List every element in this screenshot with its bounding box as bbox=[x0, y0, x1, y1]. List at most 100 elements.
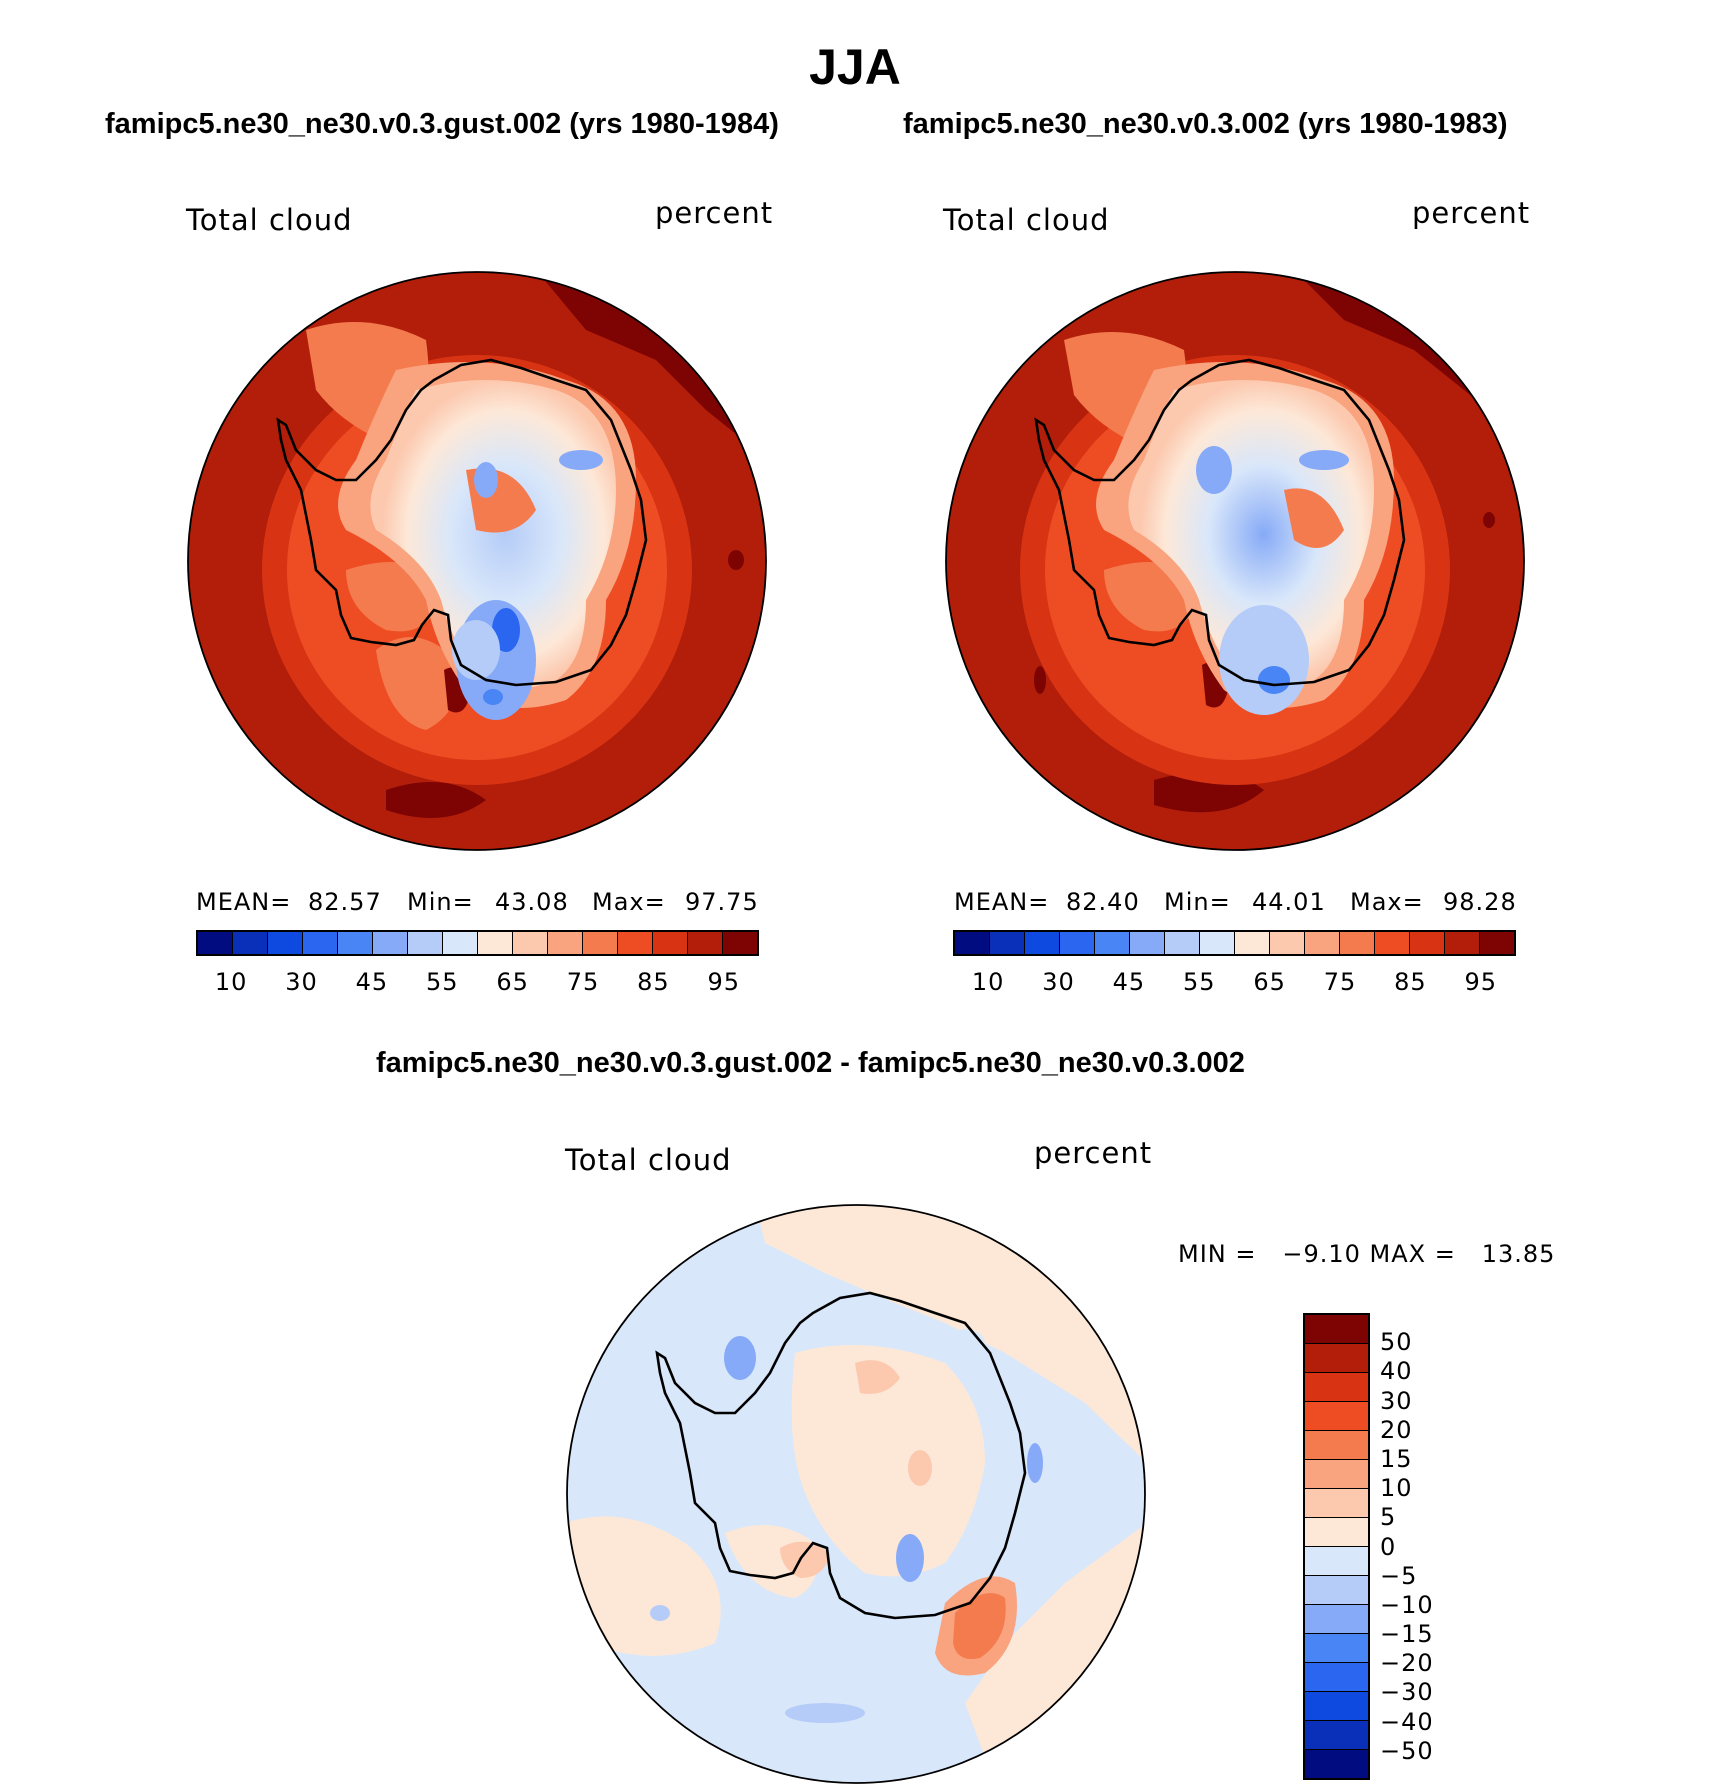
left-colorbar-swatch bbox=[233, 932, 268, 954]
left-colorbar-swatch bbox=[198, 932, 233, 954]
page-title: JJA bbox=[809, 39, 901, 95]
right-colorbar-tick-label: 55 bbox=[1183, 968, 1216, 996]
left-colorbar-swatch bbox=[268, 932, 303, 954]
diff-colorbar-swatch bbox=[1305, 1373, 1368, 1402]
diff-colorbar-swatch bbox=[1305, 1460, 1368, 1489]
diff-colorbar-swatch bbox=[1305, 1547, 1368, 1576]
diff-colorbar-swatch bbox=[1305, 1721, 1368, 1750]
right-colorbar-swatch bbox=[1270, 932, 1305, 954]
left-colorbar-swatch bbox=[443, 932, 478, 954]
diff-colorbar-tick-label: −10 bbox=[1380, 1590, 1434, 1619]
left-colorbar-tick-label: 30 bbox=[285, 968, 318, 996]
right-max-value: 98.28 bbox=[1443, 888, 1517, 916]
right-colorbar-swatch bbox=[1235, 932, 1270, 954]
left-colorbar-swatch bbox=[408, 932, 443, 954]
right-colorbar-tick-label: 75 bbox=[1323, 968, 1357, 996]
diff-colorbar bbox=[1303, 1313, 1370, 1780]
diff-colorbar-swatch bbox=[1305, 1402, 1368, 1431]
diff-colorbar-tick-label: 50 bbox=[1380, 1328, 1413, 1357]
right-colorbar-swatch bbox=[990, 932, 1025, 954]
left-colorbar-swatch bbox=[548, 932, 583, 954]
diff-colorbar-swatch bbox=[1305, 1431, 1368, 1460]
diff-colorbar-tick-label: 0 bbox=[1380, 1532, 1397, 1561]
diff-colorbar-tick-label: −15 bbox=[1380, 1620, 1434, 1649]
diff-colorbar-tick-label: −40 bbox=[1380, 1707, 1434, 1736]
right-colorbar-swatch bbox=[1060, 932, 1095, 954]
left-mean-value: 82.57 bbox=[308, 888, 382, 916]
diff-polar-map bbox=[566, 1204, 1146, 1784]
right-colorbar-swatch bbox=[1200, 932, 1235, 954]
right-colorbar-swatch bbox=[1095, 932, 1130, 954]
diff-colorbar-tick-label: 5 bbox=[1380, 1503, 1397, 1532]
diff-colorbar-swatch bbox=[1305, 1692, 1368, 1721]
left-colorbar-tick-label: 55 bbox=[426, 968, 459, 996]
diff-colorbar-swatch bbox=[1305, 1518, 1368, 1547]
right-variable-label: Total cloud bbox=[943, 203, 1110, 237]
right-colorbar-swatch bbox=[1410, 932, 1445, 954]
left-colorbar-swatch bbox=[688, 932, 723, 954]
left-max-value: 97.75 bbox=[685, 888, 759, 916]
left-mean-label: MEAN= bbox=[196, 888, 292, 916]
left-case-title: famipc5.ne30_ne30.v0.3.gust.002 (yrs 198… bbox=[105, 108, 779, 140]
right-colorbar-tick-label: 95 bbox=[1464, 968, 1498, 996]
left-units-label: percent bbox=[655, 196, 774, 230]
right-colorbar-swatch bbox=[1130, 932, 1165, 954]
diff-units-label: percent bbox=[1034, 1136, 1153, 1170]
right-min-value: 44.01 bbox=[1252, 888, 1326, 916]
right-max-label: Max= bbox=[1350, 888, 1424, 916]
left-colorbar-tick-label: 95 bbox=[707, 968, 741, 996]
right-mean-label: MEAN= bbox=[954, 888, 1050, 916]
diff-colorbar-tick-label: −30 bbox=[1380, 1678, 1434, 1707]
diff-colorbar-tick-label: −50 bbox=[1380, 1736, 1434, 1765]
left-colorbar-tick-label: 85 bbox=[637, 968, 670, 996]
diff-colorbar-swatch bbox=[1305, 1489, 1368, 1518]
left-colorbar-swatch bbox=[653, 932, 688, 954]
left-colorbar-tick-label: 10 bbox=[214, 968, 248, 996]
left-colorbar-swatch bbox=[478, 932, 513, 954]
left-colorbar-tick-label: 65 bbox=[496, 968, 529, 996]
right-colorbar-swatch bbox=[1340, 932, 1375, 954]
right-colorbar-swatch bbox=[1305, 932, 1340, 954]
diff-colorbar-swatch bbox=[1305, 1605, 1368, 1634]
left-colorbar-swatch bbox=[723, 932, 757, 954]
right-colorbar-tick-label: 30 bbox=[1042, 968, 1075, 996]
right-colorbar-swatch bbox=[955, 932, 990, 954]
left-polar-map bbox=[187, 271, 767, 851]
diff-colorbar-tick-label: 20 bbox=[1380, 1415, 1413, 1444]
left-colorbar-tick-label: 75 bbox=[566, 968, 600, 996]
diff-colorbar-swatch bbox=[1305, 1576, 1368, 1605]
diff-colorbar-tick-label: 15 bbox=[1380, 1444, 1413, 1473]
diff-colorbar-tick-label: 30 bbox=[1380, 1386, 1413, 1415]
right-colorbar-swatch bbox=[1165, 932, 1200, 954]
diff-colorbar-swatch bbox=[1305, 1315, 1368, 1344]
left-colorbar-swatch bbox=[303, 932, 338, 954]
left-min-value: 43.08 bbox=[495, 888, 569, 916]
right-units-label: percent bbox=[1412, 196, 1531, 230]
left-colorbar-swatch bbox=[618, 932, 653, 954]
right-colorbar-swatch bbox=[1480, 932, 1514, 954]
diff-min-max: MIN = −9.10 MAX = 13.85 bbox=[1178, 1240, 1556, 1268]
right-colorbar-tick-label: 65 bbox=[1253, 968, 1286, 996]
right-colorbar-swatch bbox=[1025, 932, 1060, 954]
right-colorbar-tick-label: 85 bbox=[1394, 968, 1427, 996]
left-colorbar-swatch bbox=[513, 932, 548, 954]
right-colorbar-tick-label: 10 bbox=[971, 968, 1005, 996]
diff-variable-label: Total cloud bbox=[565, 1143, 732, 1177]
diff-colorbar-swatch bbox=[1305, 1344, 1368, 1373]
diff-colorbar-tick-label: 10 bbox=[1380, 1474, 1413, 1503]
right-min-label: Min= bbox=[1164, 888, 1231, 916]
left-colorbar-swatch bbox=[373, 932, 408, 954]
right-polar-map bbox=[945, 271, 1525, 851]
diff-colorbar-swatch bbox=[1305, 1634, 1368, 1663]
diff-title: famipc5.ne30_ne30.v0.3.gust.002 - famipc… bbox=[376, 1047, 1245, 1079]
diff-colorbar-swatch bbox=[1305, 1663, 1368, 1692]
left-variable-label: Total cloud bbox=[186, 203, 353, 237]
diff-colorbar-tick-label: −5 bbox=[1380, 1561, 1418, 1590]
left-colorbar-tick-label: 45 bbox=[355, 968, 389, 996]
right-colorbar-swatch bbox=[1375, 932, 1410, 954]
left-colorbar-swatch bbox=[338, 932, 373, 954]
left-colorbar bbox=[196, 930, 759, 956]
right-mean-value: 82.40 bbox=[1066, 888, 1140, 916]
diff-colorbar-tick-label: −20 bbox=[1380, 1649, 1434, 1678]
left-min-label: Min= bbox=[407, 888, 474, 916]
